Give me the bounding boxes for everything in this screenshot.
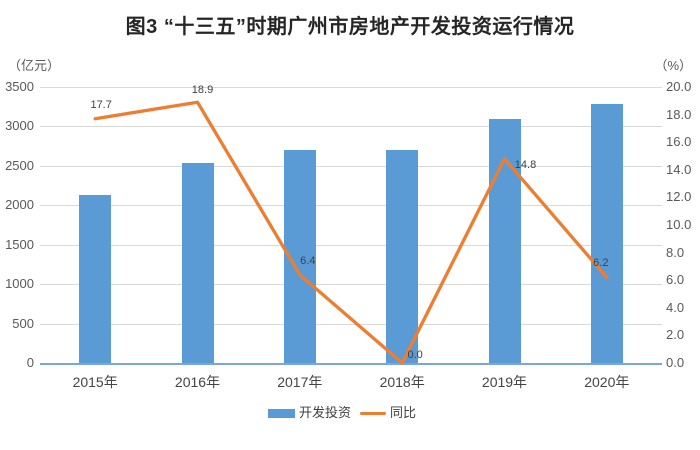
legend: 开发投资 同比 bbox=[268, 404, 416, 422]
left-axis-tick: 1000 bbox=[5, 276, 34, 292]
x-axis-line bbox=[40, 362, 662, 365]
left-axis-unit: （亿元） bbox=[8, 58, 61, 73]
legend-label-line-series: 同比 bbox=[390, 405, 417, 420]
x-label-2015年: 2015年 bbox=[72, 374, 118, 390]
left-axis-tick: 3000 bbox=[5, 118, 34, 134]
right-axis-unit: （%） bbox=[654, 58, 692, 73]
right-axis-tick: 10.0 bbox=[666, 217, 692, 232]
bar-2018年 bbox=[386, 150, 419, 363]
left-axis-tick: 2500 bbox=[5, 157, 34, 173]
gridline bbox=[40, 244, 662, 246]
right-axis-tick: 2.0 bbox=[666, 327, 685, 343]
right-axis-tick: 8.0 bbox=[666, 244, 685, 260]
data-label-2015年: 17.7 bbox=[90, 98, 112, 111]
legend-bar-swatch bbox=[268, 408, 295, 418]
data-label-2016年: 18.9 bbox=[191, 84, 214, 97]
left-axis-tick: 500 bbox=[12, 315, 34, 331]
right-axis-tick: 18.0 bbox=[666, 106, 692, 122]
left-axis-tick: 1500 bbox=[5, 236, 34, 252]
gridline bbox=[40, 284, 662, 286]
legend-label-bar-series: 开发投资 bbox=[299, 405, 352, 420]
x-label-2019年: 2019年 bbox=[481, 374, 528, 390]
data-label-2020年: 6.2 bbox=[593, 257, 609, 270]
right-axis-tick: 4.0 bbox=[666, 299, 685, 315]
data-label-2017年: 6.4 bbox=[300, 254, 316, 267]
gridline bbox=[40, 87, 662, 88]
line-series bbox=[93, 100, 609, 365]
gridline bbox=[40, 205, 662, 207]
data-label-2019年: 14.8 bbox=[514, 158, 537, 171]
right-axis-tick: 20.0 bbox=[666, 79, 692, 94]
right-axis-tick: 0.0 bbox=[666, 355, 685, 370]
x-label-2017年: 2017年 bbox=[277, 374, 323, 390]
x-label-2020年: 2020年 bbox=[584, 374, 630, 390]
gridline bbox=[40, 126, 662, 128]
x-label-2018年: 2018年 bbox=[379, 374, 425, 390]
plot-area: 17.7 18.9 6.4 0.0 14.8 6.2 bbox=[40, 84, 662, 365]
left-axis-tick: 2000 bbox=[5, 197, 34, 213]
right-axis-tick: 14.0 bbox=[666, 161, 692, 177]
gridline bbox=[40, 165, 662, 167]
right-axis-tick: 6.0 bbox=[666, 272, 685, 288]
legend-line-swatch bbox=[360, 411, 387, 415]
bar-2016年 bbox=[181, 162, 214, 363]
x-label-2016年: 2016年 bbox=[174, 374, 221, 390]
gridline bbox=[40, 323, 662, 325]
data-label-2018年: 0.0 bbox=[407, 349, 423, 361]
right-axis-tick: 12.0 bbox=[666, 189, 692, 205]
right-axis-tick: 16.0 bbox=[666, 134, 692, 150]
left-axis-tick: 0 bbox=[26, 355, 34, 370]
chart-title: 图3 “十三五”时期广州市房地产开发投资运行情况 bbox=[125, 16, 575, 38]
bar-2020年 bbox=[590, 103, 623, 363]
left-axis-tick: 3500 bbox=[5, 79, 34, 94]
bar-2015年 bbox=[79, 195, 112, 363]
